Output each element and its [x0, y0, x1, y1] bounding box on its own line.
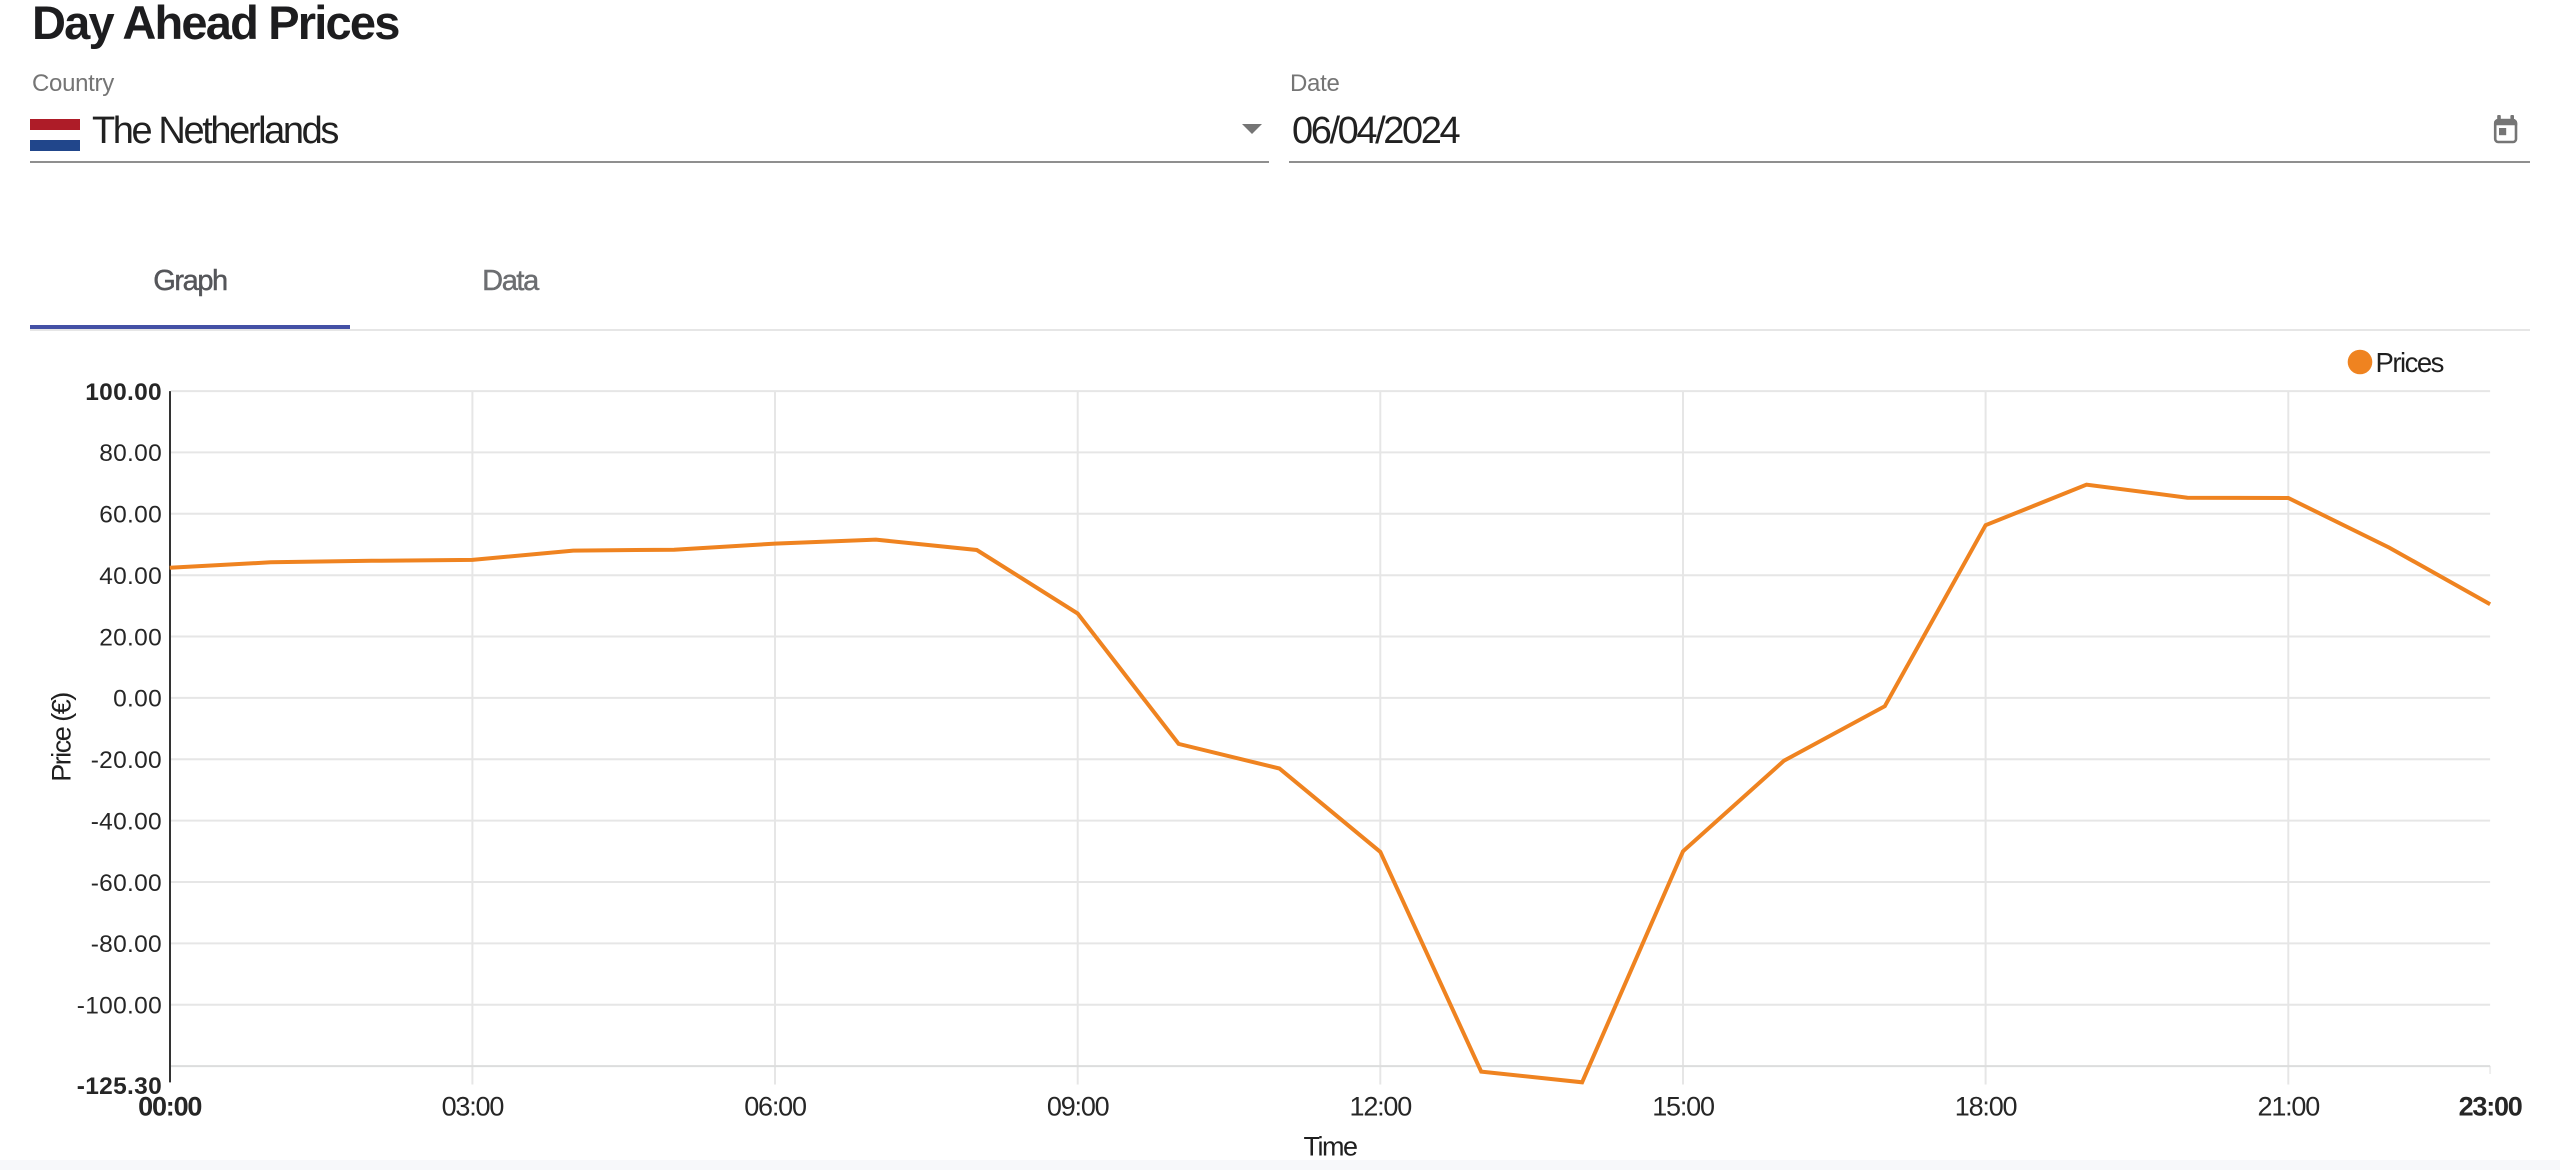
- svg-text:18:00: 18:00: [1955, 1092, 2017, 1122]
- svg-text:-40.00: -40.00: [91, 808, 162, 835]
- svg-text:15:00: 15:00: [1652, 1092, 1714, 1122]
- svg-text:100.00: 100.00: [85, 379, 162, 406]
- svg-text:12:00: 12:00: [1350, 1092, 1412, 1122]
- svg-text:-100.00: -100.00: [77, 993, 162, 1020]
- svg-text:Prices: Prices: [2376, 347, 2444, 378]
- svg-text:00:00: 00:00: [138, 1092, 201, 1122]
- svg-text:20.00: 20.00: [99, 624, 162, 651]
- svg-text:40.00: 40.00: [99, 563, 162, 590]
- svg-text:80.00: 80.00: [99, 440, 162, 467]
- svg-text:09:00: 09:00: [1047, 1092, 1109, 1122]
- svg-text:60.00: 60.00: [99, 502, 162, 529]
- svg-text:0.00: 0.00: [113, 686, 162, 713]
- svg-text:06:00: 06:00: [744, 1092, 806, 1122]
- svg-text:23:00: 23:00: [2459, 1092, 2522, 1122]
- svg-text:-80.00: -80.00: [91, 931, 162, 958]
- svg-text:-125.30: -125.30: [77, 1073, 162, 1100]
- svg-text:21:00: 21:00: [2258, 1092, 2320, 1122]
- svg-text:03:00: 03:00: [442, 1092, 504, 1122]
- svg-text:-60.00: -60.00: [91, 870, 162, 897]
- svg-text:Time: Time: [1304, 1132, 1357, 1162]
- svg-text:Price (€): Price (€): [47, 693, 77, 782]
- svg-text:-20.00: -20.00: [91, 747, 162, 774]
